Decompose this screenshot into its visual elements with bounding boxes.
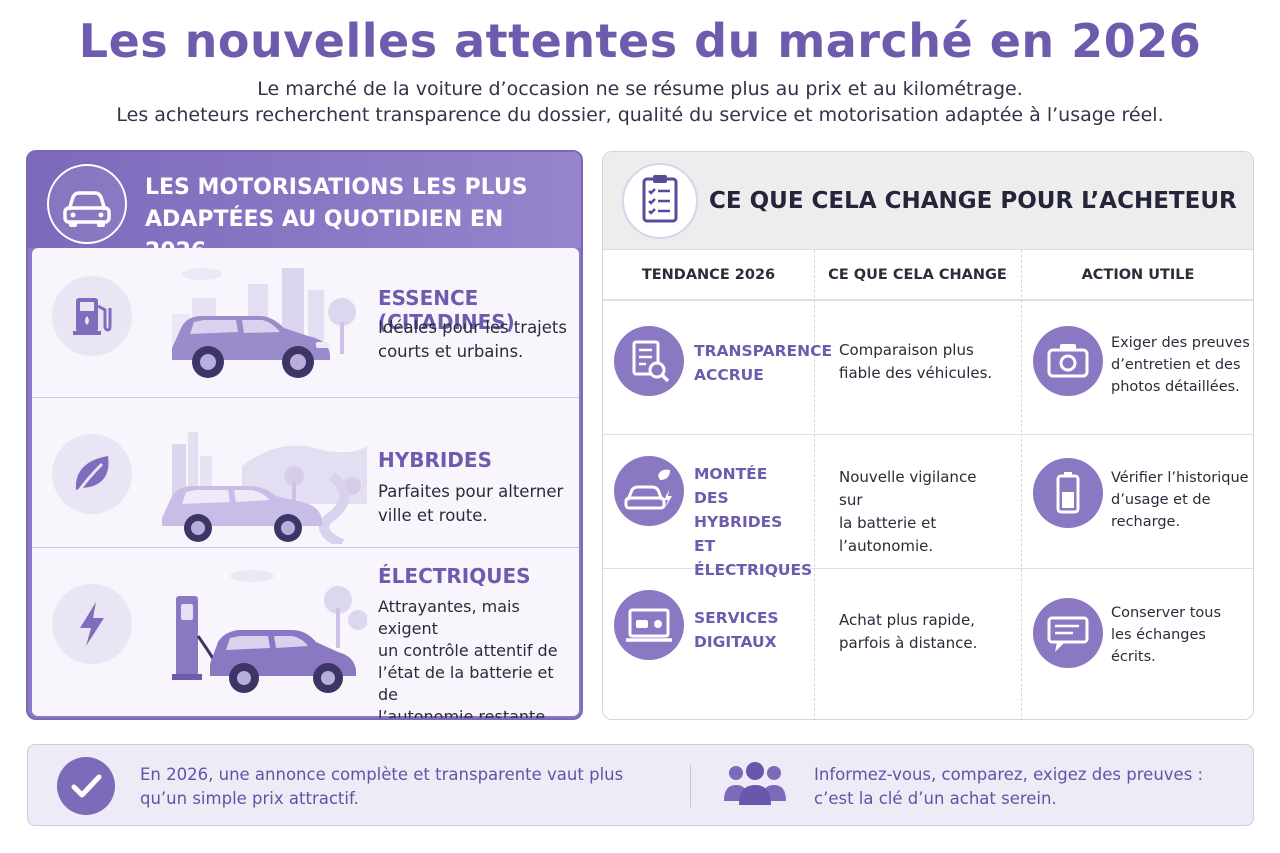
car-icon [47, 164, 127, 244]
trend-line: ACCRUE [694, 366, 764, 384]
people-group-icon [722, 757, 788, 815]
list-item-hybrides: HYBRIDES Parfaites pour alterner ville e… [32, 398, 579, 548]
page-title: Les nouvelles attentes du marché en 2026 [78, 14, 1202, 68]
motorisations-title-line1: LES MOTORISATIONS LES PLUS [145, 175, 528, 200]
action-text: Conserver tous les échanges écrits. [1111, 602, 1251, 668]
fuel-pump-icon [52, 276, 132, 356]
leaf-icon [52, 434, 132, 514]
action-text: Exiger des preuves d’entretien et des ph… [1111, 332, 1251, 398]
charging-car-illustration [132, 556, 367, 706]
essence-desc-line1: Idéales pour les trajets [378, 318, 567, 337]
action-line: Exiger des preuves [1111, 335, 1250, 351]
camera-icon [1033, 326, 1103, 396]
document-search-icon [614, 326, 684, 396]
hybrides-title: HYBRIDES [378, 448, 492, 472]
footer-message-right: Informez-vous, comparez, exigez des preu… [814, 763, 1203, 811]
electriques-desc-line2: un contrôle attentif de [378, 641, 558, 660]
motorisations-panel-header: LES MOTORISATIONS LES PLUS ADAPTÉES AU Q… [28, 152, 581, 264]
page-subtitle-line1: Le marché de la voiture d’occasion ne se… [257, 78, 1023, 100]
city-car-illustration [132, 256, 367, 394]
laptop-icon [614, 590, 684, 660]
action-line: Conserver tous [1111, 605, 1221, 621]
change-line: Achat plus rapide, [839, 611, 975, 629]
row-divider [603, 300, 1253, 301]
hybrides-desc-line2: ville et route. [378, 506, 488, 525]
trend-label: MONTÉE DES HYBRIDES ET ÉLECTRIQUES [694, 462, 812, 582]
acheteur-panel-header: CE QUE CELA CHANGE POUR L’ACHETEUR [603, 152, 1253, 250]
row-divider [603, 568, 1253, 569]
action-line: d’entretien et des [1111, 357, 1241, 373]
road-car-illustration [132, 406, 367, 544]
motorisations-panel: LES MOTORISATIONS LES PLUS ADAPTÉES AU Q… [26, 150, 583, 720]
change-line: la batterie et [839, 514, 937, 532]
column-divider [1021, 250, 1022, 719]
hybrides-desc-line1: Parfaites pour alterner [378, 482, 564, 501]
checkmark-icon [57, 757, 115, 815]
acheteur-panel: CE QUE CELA CHANGE POUR L’ACHETEUR TENDA… [602, 151, 1254, 720]
list-item-electriques: ÉLECTRIQUES Attrayantes, mais exigent un… [32, 548, 579, 718]
footer-right-line2: c’est la clé d’un achat serein. [814, 789, 1057, 808]
change-text: Comparaison plus fiable des véhicules. [839, 339, 999, 385]
page-subtitle-line2: Les acheteurs recherchent transparence d… [116, 104, 1164, 126]
essence-description: Idéales pour les trajets courts et urbai… [378, 316, 573, 364]
lightning-icon [52, 584, 132, 664]
column-header-tendance: TENDANCE 2026 [603, 250, 814, 300]
hybrides-description: Parfaites pour alterner ville et route. [378, 480, 573, 528]
electric-car-icon [614, 456, 684, 526]
trend-label: SERVICES DIGITAUX [694, 606, 812, 654]
change-line: Nouvelle vigilance sur [839, 468, 977, 509]
trend-line: TRANSPARENCE [694, 342, 833, 360]
action-line: les échanges [1111, 627, 1206, 643]
change-line: l’autonomie. [839, 537, 934, 555]
trend-label: TRANSPARENCE ACCRUE [694, 339, 833, 387]
trend-line: DES HYBRIDES [694, 489, 783, 531]
action-line: Vérifier l’historique [1111, 470, 1249, 486]
footer-left-line1: En 2026, une annonce complète et transpa… [140, 765, 624, 784]
action-line: écrits. [1111, 649, 1156, 665]
trend-line: MONTÉE [694, 465, 768, 483]
trend-line: DIGITAUX [694, 633, 777, 651]
action-line: recharge. [1111, 514, 1181, 530]
column-header-action: ACTION UTILE [1021, 250, 1253, 300]
trend-line: SERVICES [694, 609, 779, 627]
electriques-description: Attrayantes, mais exigent un contrôle at… [378, 596, 573, 720]
footer-divider [690, 765, 691, 807]
trend-line: ET ÉLECTRIQUES [694, 537, 813, 579]
action-line: d’usage et de [1111, 492, 1211, 508]
essence-desc-line2: courts et urbains. [378, 342, 524, 361]
column-divider [814, 250, 815, 719]
change-text: Nouvelle vigilance sur la batterie et l’… [839, 466, 999, 558]
acheteur-panel-title: CE QUE CELA CHANGE POUR L’ACHETEUR [709, 188, 1237, 214]
change-line: fiable des véhicules. [839, 364, 993, 382]
battery-icon [1033, 458, 1103, 528]
essence-title: ESSENCE (CITADINES) [378, 286, 515, 334]
footer-right-line1: Informez-vous, comparez, exigez des preu… [814, 765, 1204, 784]
clipboard-checklist-icon [622, 163, 698, 239]
electriques-desc-line3: l’état de la batterie et de [378, 663, 554, 704]
action-line: photos détaillées. [1111, 379, 1240, 395]
electriques-desc-line1: Attrayantes, mais exigent [378, 597, 520, 638]
chat-message-icon [1033, 598, 1103, 668]
footer-message-left: En 2026, une annonce complète et transpa… [140, 763, 623, 811]
footer-banner: En 2026, une annonce complète et transpa… [27, 744, 1254, 826]
column-header-change: CE QUE CELA CHANGE [814, 250, 1021, 300]
motorisations-list: ESSENCE (CITADINES) Idéales pour les tra… [32, 248, 579, 718]
row-divider [603, 434, 1253, 435]
change-text: Achat plus rapide, parfois à distance. [839, 609, 999, 655]
list-item-essence: ESSENCE (CITADINES) Idéales pour les tra… [32, 248, 579, 398]
electriques-desc-line4: l’autonomie restante. [378, 707, 551, 720]
footer-left-line2: qu’un simple prix attractif. [140, 789, 359, 808]
action-text: Vérifier l’historique d’usage et de rech… [1111, 467, 1251, 533]
change-line: parfois à distance. [839, 634, 978, 652]
change-line: Comparaison plus [839, 341, 974, 359]
electriques-title: ÉLECTRIQUES [378, 564, 531, 588]
